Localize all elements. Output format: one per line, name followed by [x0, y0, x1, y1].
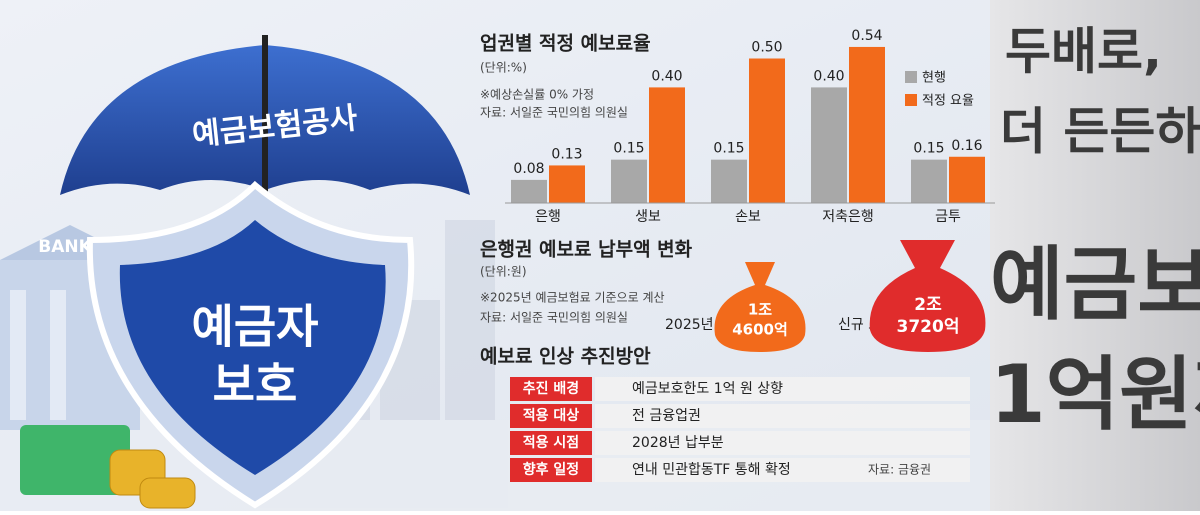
row-value: 2028년 납부분	[632, 435, 724, 451]
bar	[549, 165, 585, 203]
bag-amount: 3720억	[897, 317, 960, 337]
backdrop-line: 예금보	[990, 238, 1200, 331]
bag-label: 2025년	[665, 317, 714, 333]
note: ※2025년 예금보험료 기준으로 계산	[480, 291, 665, 305]
cash	[20, 425, 130, 495]
row-label: 적용 시점	[523, 434, 579, 451]
bar	[511, 179, 547, 203]
backdrop-line: 더 든든하	[1000, 103, 1200, 161]
value-label: 0.15	[713, 141, 744, 157]
row-label-cell	[510, 404, 592, 428]
value-label: 0.54	[851, 28, 882, 44]
bar	[911, 159, 947, 203]
row-value: 예금보호한도 1억 원 상향	[632, 381, 783, 397]
bar	[749, 58, 785, 203]
bar	[711, 159, 747, 203]
bag-amount: 1조	[748, 301, 772, 319]
shield-label: 보호	[213, 358, 298, 412]
bar	[811, 87, 847, 203]
backdrop-line: 1억원까	[990, 348, 1200, 441]
value-label: 0.16	[951, 138, 982, 154]
x-tick-label: 은행	[535, 209, 561, 225]
bar	[611, 159, 647, 203]
bar-chart: 은행 0.08 0.13 생보 0.15 0.40 손보 0.15 0.50 저축은행 0.40 0.…	[505, 28, 995, 225]
x-tick-label: 금투	[935, 209, 961, 225]
bag-amount: 4600억	[732, 321, 788, 339]
value-label: 0.50	[751, 40, 782, 56]
legend-label: 현행	[922, 70, 946, 86]
note: 자료: 서일준 국민의힘 의원실	[480, 106, 628, 120]
shield-label: 예금자	[192, 300, 319, 354]
unit: (단위:원)	[480, 265, 527, 279]
shield-inner	[119, 220, 386, 475]
legend-swatch	[905, 94, 917, 106]
row-label: 향후 일정	[523, 461, 579, 478]
value-label: 0.40	[813, 68, 844, 84]
bar	[949, 156, 985, 203]
money-bag	[869, 240, 986, 352]
coins	[109, 449, 196, 509]
legend-swatch	[905, 71, 917, 83]
bar	[649, 87, 685, 203]
row-value-cell	[595, 458, 970, 482]
legend-label: 적정 요율	[922, 94, 974, 109]
note: ※예상손실률 0% 가정	[480, 88, 594, 102]
row-value-cell	[595, 431, 970, 455]
row-label: 적용 대상	[523, 407, 580, 424]
bar	[849, 46, 885, 203]
x-tick-label: 손보	[735, 209, 761, 225]
backdrop-text: 두배로, 더 든든하 예금보 1억원까	[990, 23, 1200, 441]
value-label: 0.13	[551, 146, 582, 162]
row-value-cell	[595, 377, 970, 401]
value-label: 0.40	[651, 68, 682, 84]
x-tick-label: 생보	[635, 209, 661, 225]
section-title: 은행권 예보료 납부액 변화	[480, 239, 693, 261]
section-title: 예보료 인상 추진방안	[480, 346, 651, 368]
backdrop-line: 두배로,	[1005, 23, 1162, 81]
x-tick-label: 저축은행	[822, 209, 874, 225]
value-label: 0.15	[913, 141, 944, 157]
row-label-cell	[510, 458, 592, 482]
money-bag	[714, 262, 806, 352]
source: 자료: 금융권	[868, 463, 931, 477]
right-panel	[990, 0, 1200, 511]
unit: (단위:%)	[480, 61, 527, 75]
bag-amount: 2조	[914, 295, 942, 315]
row-label-cell	[510, 377, 592, 401]
note: 자료: 서일준 국민의힘 의원실	[480, 311, 628, 325]
row-label-cell	[510, 431, 592, 455]
row-value-cell	[595, 404, 970, 428]
chart-title: 업권별 적정 예보료율	[480, 33, 651, 55]
row-label: 추진 배경	[523, 380, 579, 397]
value-label: 0.08	[513, 161, 544, 177]
row-value: 전 금융업권	[632, 408, 701, 424]
value-label: 0.15	[613, 141, 644, 157]
bank-label: BANK	[38, 237, 92, 257]
row-value: 연내 민관합동TF 통해 확정	[632, 462, 791, 478]
